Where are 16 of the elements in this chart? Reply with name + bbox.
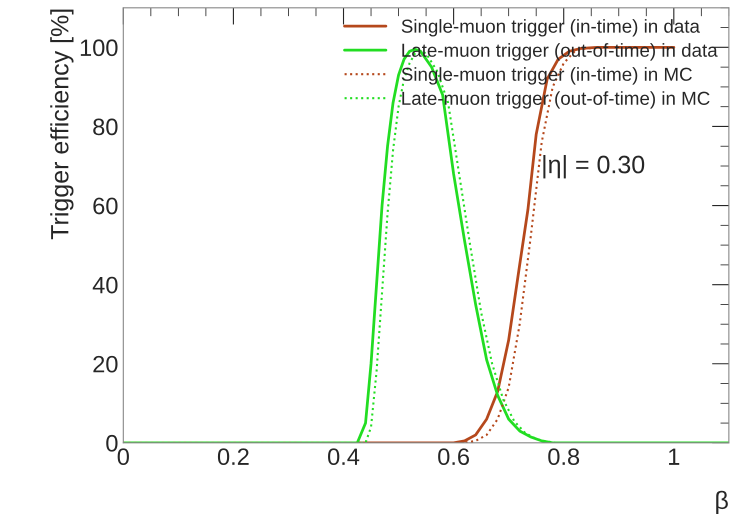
x-tick-label: 0.8 <box>548 448 580 466</box>
y-tick-label: 100 <box>80 39 118 56</box>
annotation: |η| = 0.30 <box>543 155 644 178</box>
y-tick-label: 80 <box>93 118 118 136</box>
y-tick-label: 0 <box>106 434 118 452</box>
y-tick-label: 60 <box>93 198 118 214</box>
x-axis-title: β <box>716 490 728 514</box>
legend-label: Single-muon trigger (in-time) in data <box>402 19 700 37</box>
y-axis-title: Trigger efficiency [%] <box>50 10 74 240</box>
x-tick-label: 0.6 <box>438 448 469 466</box>
y-tick-label: 20 <box>93 356 118 373</box>
x-tick-label: 0 <box>118 448 129 466</box>
x-tick-label: 0.2 <box>218 448 249 466</box>
y-tick-label: 40 <box>92 276 118 294</box>
x-tick-label: 0.4 <box>328 448 360 466</box>
x-tick-label: 1 <box>669 448 680 465</box>
